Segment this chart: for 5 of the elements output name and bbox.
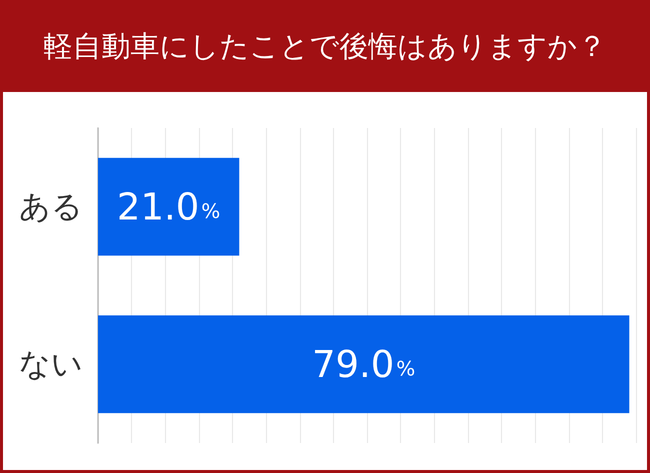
chart-title: 軽自動車にしたことで後悔はありますか？ <box>42 28 608 65</box>
y-tick-label: ない <box>19 346 83 382</box>
y-tick-label: ある <box>19 188 83 225</box>
data-label: 79.0% <box>312 342 416 386</box>
data-label: 21.0% <box>116 185 220 228</box>
